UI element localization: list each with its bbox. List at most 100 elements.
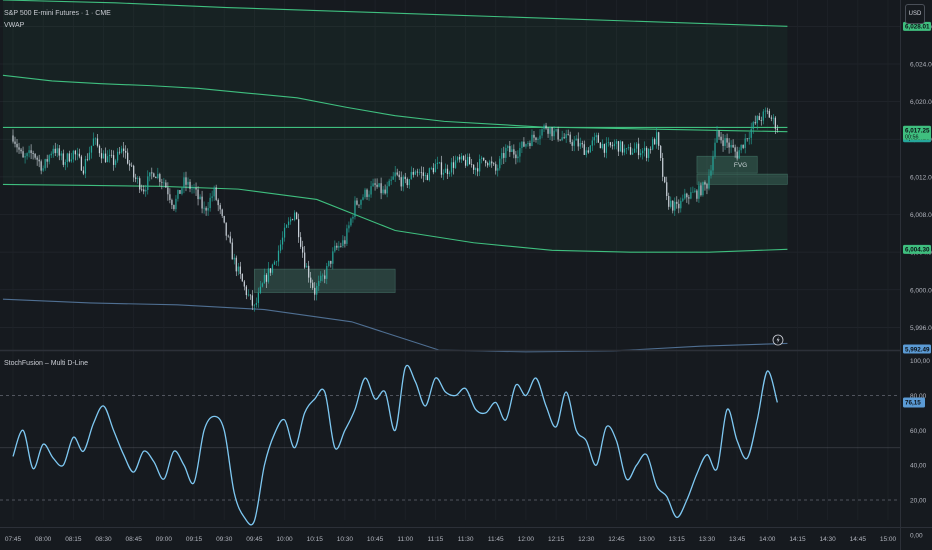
candle-body	[181, 188, 183, 194]
candle-body	[378, 183, 380, 187]
candle-body	[94, 138, 97, 140]
candle-body	[384, 189, 386, 194]
price-axis[interactable]: 5,996.006,000.006,004.006,008.006,012.00…	[900, 0, 932, 550]
candle-body	[66, 153, 68, 163]
candle-body	[537, 139, 539, 140]
candle-body	[48, 155, 50, 162]
candle-body	[438, 162, 441, 163]
candle-body	[563, 137, 565, 139]
candle-body	[28, 150, 30, 154]
candle-body	[40, 161, 42, 171]
candle-body	[38, 159, 40, 162]
candle-body	[666, 182, 668, 197]
candle-body	[386, 186, 388, 194]
candle-body	[368, 194, 370, 197]
candle-body	[213, 187, 215, 197]
candle-body	[169, 194, 171, 200]
candle-body	[147, 176, 149, 190]
candle-body	[464, 159, 467, 166]
price-candles	[12, 107, 778, 312]
candle-body	[637, 143, 640, 156]
candle-body	[694, 190, 696, 192]
candle-body	[700, 185, 702, 196]
candle-body	[80, 156, 83, 171]
candle-body	[392, 176, 394, 180]
candle-body	[24, 156, 26, 158]
candle-body	[686, 193, 688, 198]
candle-body	[131, 165, 133, 167]
candle-body	[466, 156, 469, 166]
candle-body	[211, 196, 213, 198]
candle-body	[229, 236, 231, 243]
candle-body	[631, 152, 634, 155]
candle-body	[185, 177, 187, 185]
candle-body	[545, 125, 547, 129]
candle-body	[738, 150, 740, 159]
candle-body	[772, 117, 774, 119]
candle-body	[456, 157, 459, 161]
candle-body	[326, 265, 328, 279]
candle-body	[191, 188, 193, 190]
candle-body	[527, 143, 529, 145]
candle-body	[215, 187, 217, 200]
currency-button[interactable]: USD	[905, 4, 925, 24]
candle-body	[599, 142, 601, 149]
candle-body	[479, 158, 481, 172]
candle-body	[193, 188, 195, 189]
candle-body	[219, 205, 221, 210]
candle-body	[460, 155, 463, 160]
candle-body	[597, 135, 599, 143]
candle-body	[402, 176, 404, 187]
candle-body	[312, 282, 314, 288]
candle-body	[390, 179, 392, 181]
candle-body	[577, 138, 579, 147]
candle-body	[672, 200, 674, 211]
candle-body	[221, 209, 223, 216]
vwap-indicator-label[interactable]: VWAP	[4, 22, 25, 29]
candle-body	[499, 158, 501, 169]
symbol-title[interactable]: S&P 500 E-mini Futures · 1 · CME	[4, 10, 111, 17]
candle-body	[139, 178, 141, 190]
candle-body	[424, 175, 426, 176]
time-tick-label: 14:45	[850, 536, 867, 543]
oscillator-title[interactable]: StochFusion – Multi D-Line	[4, 360, 89, 367]
candle-body	[261, 283, 264, 287]
candle-body	[758, 116, 760, 120]
candle-body	[291, 219, 294, 220]
candle-body	[468, 156, 471, 165]
candle-body	[547, 128, 549, 134]
candle-body	[141, 189, 143, 191]
candle-body	[58, 148, 60, 156]
candle-body	[78, 153, 81, 157]
candle-body	[145, 189, 147, 192]
candle-body	[153, 173, 155, 177]
candle-body	[704, 182, 706, 185]
candle-body	[380, 183, 382, 194]
candle-body	[251, 295, 253, 306]
candle-body	[334, 245, 336, 252]
candle-body	[420, 172, 422, 174]
candle-body	[633, 148, 636, 153]
candle-body	[567, 134, 569, 135]
candle-body	[366, 189, 368, 197]
time-axis[interactable]: 07:45 08:00 08:15 08:30 08:45 09:00 09:15 09:30…	[0, 527, 932, 544]
candle-body	[372, 183, 374, 187]
candle-body	[645, 147, 648, 158]
candle-body	[346, 228, 348, 244]
price-tick-label: 6,008.00	[910, 212, 932, 219]
candle-body	[505, 147, 507, 158]
lightning-icon[interactable]	[772, 334, 784, 346]
candle-body	[125, 150, 127, 153]
candle-body	[388, 180, 390, 187]
candle-body	[362, 197, 364, 200]
candle-body	[183, 177, 185, 189]
candle-body	[483, 157, 485, 161]
candle-body	[165, 182, 167, 188]
time-tick-label: 09:45	[246, 536, 263, 543]
candle-body	[611, 145, 614, 147]
candle-body	[678, 203, 680, 209]
candle-body	[619, 141, 622, 152]
candle-body	[736, 151, 738, 159]
candle-body	[531, 134, 533, 146]
